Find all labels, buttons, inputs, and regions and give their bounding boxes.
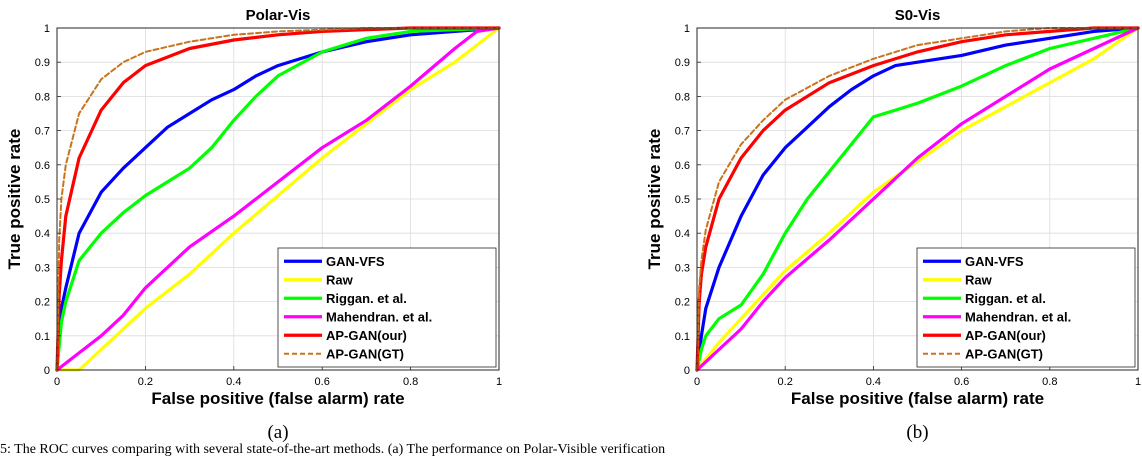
y-tick-label: 0.6 (675, 160, 690, 172)
y-tick-label: 0.5 (35, 194, 50, 206)
figure-caption: 5: The ROC curves comparing with several… (0, 442, 666, 457)
legend-label: AP-GAN(GT) (326, 346, 404, 361)
x-tick-label: 0.2 (778, 376, 793, 388)
x-tick-label: 1 (1135, 376, 1141, 388)
legend-label: Riggan. et al. (326, 291, 407, 306)
chart-legend: GAN-VFS Raw Riggan. et al. Mahendran. et al… (277, 247, 497, 368)
y-tick-label: 0.6 (35, 160, 50, 172)
chart-title: Polar-Vis (246, 7, 311, 24)
y-tick-label: 0.7 (35, 126, 50, 138)
y-tick-label: 0.4 (675, 228, 690, 240)
panel-label: (a) (267, 422, 288, 443)
y-tick-label: 0.1 (35, 331, 50, 343)
x-tick-label: 0 (694, 376, 700, 388)
y-tick-label: 0.8 (675, 91, 690, 103)
legend-label: AP-GAN(our) (965, 328, 1046, 343)
chart-s0-vis: 0 0.2 0.4 0.6 0.8 1 0 0.1 0.2 0.3 0.4 0.5 0.6 0.7 0.8 0… (645, 7, 1141, 443)
legend-label: AP-GAN(our) (326, 328, 407, 343)
y-tick-label: 0 (684, 365, 690, 377)
series-line-mahendran-et-al (695, 26, 1140, 372)
y-tick-label: 0 (44, 365, 50, 377)
legend-label: Mahendran. et al. (965, 309, 1071, 324)
legend-label: Raw (965, 272, 993, 287)
legend-label: GAN-VFS (326, 254, 385, 269)
y-tick-label: 1 (684, 23, 690, 35)
legend-box (277, 247, 497, 368)
series-line-riggan-et-al (55, 26, 501, 372)
series-line-raw (695, 26, 1140, 372)
series-line-ap-gan-gt (696, 27, 1139, 371)
y-axis-label: True positive rate (5, 129, 24, 270)
x-tick-label: 0.6 (954, 376, 969, 388)
series-line-ap-gan-our (695, 26, 1140, 372)
series-line-riggan-et-al (695, 26, 1140, 372)
chart-series-lines (55, 26, 501, 372)
chart-title: S0-Vis (895, 7, 941, 24)
panel-label: (b) (906, 422, 928, 443)
x-tick-label: 0.8 (1042, 376, 1057, 388)
chart-polar-vis: 0 0.2 0.4 0.6 0.8 1 0 0.1 0.2 0.3 0.4 0.5 0.6 0.7 0.8 0… (5, 7, 502, 443)
series-line-gan-vfs (695, 26, 1140, 372)
y-tick-label: 0.9 (35, 57, 50, 69)
y-tick-label: 0.2 (35, 297, 50, 309)
y-tick-label: 0.5 (675, 194, 690, 206)
legend-label: Raw (326, 272, 354, 287)
x-tick-label: 0.8 (403, 376, 418, 388)
y-tick-label: 0.1 (675, 331, 690, 343)
series-line-raw (55, 26, 501, 372)
y-axis-label: True positive rate (645, 129, 664, 270)
legend-box (916, 247, 1136, 368)
y-tick-label: 0.3 (35, 262, 50, 274)
series-line-mahendran-et-al (55, 26, 501, 372)
chart-ticks: 0 0.2 0.4 0.6 0.8 1 0 0.1 0.2 0.3 0.4 0.5 0.6 0.7 0.8 0… (675, 23, 1141, 388)
y-tick-label: 0.8 (35, 91, 50, 103)
legend-label: Mahendran. et al. (326, 309, 432, 324)
x-axis-label: False positive (false alarm) rate (791, 389, 1044, 408)
legend-label: GAN-VFS (965, 254, 1024, 269)
x-tick-label: 1 (496, 376, 502, 388)
legend-label: Riggan. et al. (965, 291, 1046, 306)
series-line-gan-vfs (55, 26, 501, 372)
chart-ticks: 0 0.2 0.4 0.6 0.8 1 0 0.1 0.2 0.3 0.4 0.5 0.6 0.7 0.8 0… (35, 23, 502, 388)
y-tick-label: 1 (44, 23, 50, 35)
y-tick-label: 0.4 (35, 228, 50, 240)
chart-legend: GAN-VFS Raw Riggan. et al. Mahendran. et al… (916, 247, 1136, 368)
legend-label: AP-GAN(GT) (965, 346, 1043, 361)
y-tick-label: 0.7 (675, 126, 690, 138)
chart-series-lines (695, 26, 1140, 372)
x-axis-label: False positive (false alarm) rate (151, 389, 404, 408)
x-tick-label: 0.4 (866, 376, 881, 388)
y-tick-label: 0.3 (675, 262, 690, 274)
x-tick-label: 0 (54, 376, 60, 388)
x-tick-label: 0.4 (226, 376, 241, 388)
y-tick-label: 0.9 (675, 57, 690, 69)
x-tick-label: 0.2 (138, 376, 153, 388)
x-tick-label: 0.6 (315, 376, 330, 388)
y-tick-label: 0.2 (675, 297, 690, 309)
